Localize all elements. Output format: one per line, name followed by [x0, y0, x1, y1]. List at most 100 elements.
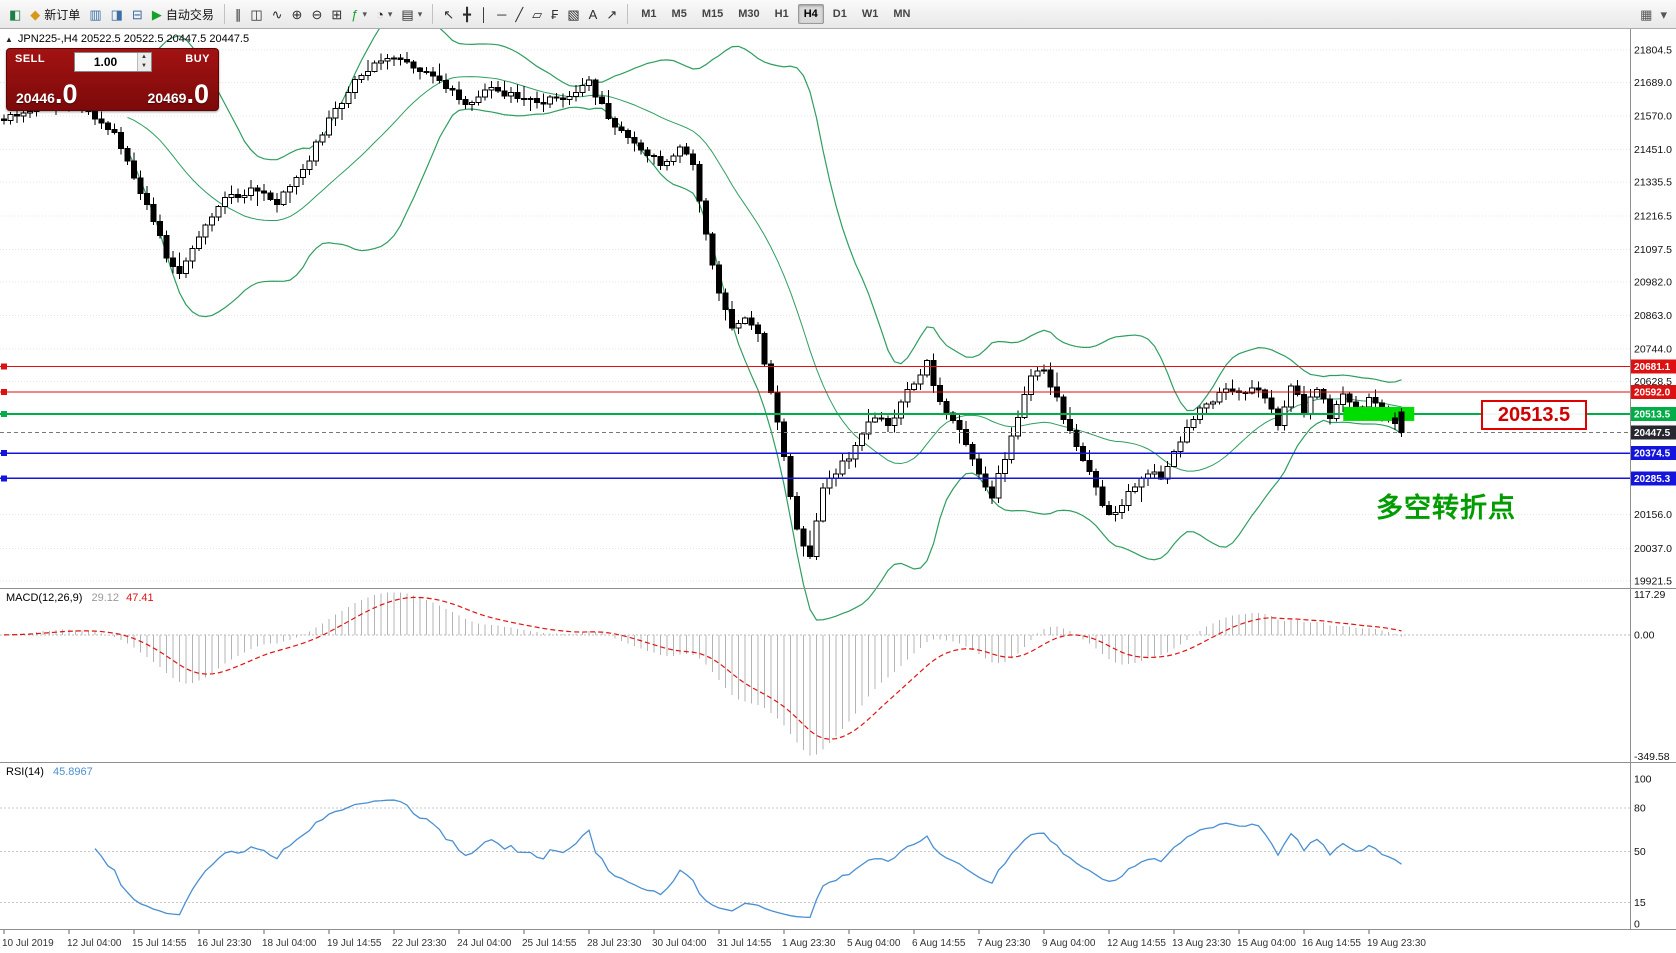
buy-price[interactable]: 20469.0 [148, 78, 209, 109]
macd-axis[interactable]: 117.29 0.00 -349.58 [1634, 589, 1670, 763]
macd-histogram[interactable] [4, 592, 1403, 756]
navigator-icon[interactable]: ⊟ [128, 2, 147, 26]
tile-windows-icon[interactable]: ⊞ [327, 2, 346, 26]
volume-up-icon[interactable]: ▲ [137, 53, 151, 62]
macd-signal-line[interactable] [3, 596, 1402, 740]
timeframe-button-m5[interactable]: M5 [671, 8, 687, 20]
candlestick-chart-icon[interactable]: ◫ [246, 2, 266, 26]
horizontal-line-objects[interactable] [0, 363, 1630, 482]
channel-icon[interactable]: ▱ [528, 2, 546, 26]
volume-field: ▲ ▼ [73, 52, 152, 72]
candlesticks [1, 51, 1405, 560]
indicators-button-dropdown-icon: ▾ [362, 8, 368, 19]
svg-text:20744.0: 20744.0 [1634, 343, 1672, 355]
rsi-value: 45.8967 [52, 766, 93, 778]
toolbar-separator [432, 4, 434, 24]
turning-point-annotation[interactable]: 多空转折点 [1376, 493, 1516, 523]
timeframe-button-h1[interactable]: H1 [774, 8, 789, 20]
toolbar-right-group: ▦ ▾ [1636, 2, 1671, 26]
shapes-icon[interactable]: ▧ [563, 2, 583, 26]
text-icon[interactable]: A [585, 2, 602, 26]
svg-text:15 Aug 04:00: 15 Aug 04:00 [1237, 938, 1296, 949]
timeframe-button-h4[interactable]: H4 [797, 4, 824, 24]
arrows-icon[interactable]: ↗ [602, 2, 621, 26]
svg-text:18 Jul 04:00: 18 Jul 04:00 [262, 938, 317, 949]
volume-input[interactable] [74, 53, 137, 71]
timeframe-button-d1[interactable]: D1 [832, 8, 847, 20]
horizontal-line-icon-glyph: ─ [497, 6, 507, 22]
timeframe-button-mn[interactable]: MN [893, 8, 911, 20]
sell-button[interactable]: SELL [15, 53, 46, 65]
svg-text:50: 50 [1634, 846, 1646, 858]
svg-text:20863.0: 20863.0 [1634, 310, 1672, 322]
autotrading-button[interactable]: ▶ 自动交易 [148, 2, 218, 26]
fibonacci-icon[interactable]: ₣ [547, 2, 562, 26]
bollinger-bands-indicator[interactable] [126, 5, 1402, 621]
crosshair-icon[interactable]: ╋ [459, 2, 475, 26]
sell-price[interactable]: 20446.0 [16, 80, 77, 107]
collapse-panel-icon[interactable]: ▲ [5, 34, 13, 44]
timeframe-button-m15[interactable]: M15 [701, 8, 724, 20]
templates-button-glyph: ▤ [401, 6, 414, 22]
svg-text:6 Aug 14:55: 6 Aug 14:55 [912, 938, 966, 949]
trendline-icon[interactable]: ╱ [511, 2, 527, 26]
toolbar-separator [223, 4, 225, 24]
svg-text:28 Jul 23:30: 28 Jul 23:30 [587, 938, 642, 949]
line-chart-icon[interactable]: ∿ [268, 2, 287, 26]
price-axis[interactable]: 21804.5 21689.0 21570.0 21451.0 21335.5 21216… [1634, 45, 1672, 588]
market-watch-icon[interactable]: ▥ [85, 2, 105, 26]
new-chart-icon[interactable]: ▦ [1636, 2, 1656, 26]
rsi-name: RSI(14) [6, 766, 44, 778]
new-order-button[interactable]: ◆ 新订单 [26, 2, 84, 26]
arrows-icon-glyph: ↗ [606, 6, 618, 22]
horizontal-line-icon[interactable]: ─ [493, 2, 510, 26]
svg-text:21451.0: 21451.0 [1634, 144, 1672, 156]
rsi-axis[interactable]: 100 80 50 15 0 [1634, 774, 1652, 931]
periods-button-glyph: ◔ [376, 6, 384, 22]
price-callout-box[interactable]: 20513.5 [1481, 400, 1587, 430]
svg-text:24 Jul 04:00: 24 Jul 04:00 [457, 938, 512, 949]
channel-icon-glyph: ▱ [532, 6, 543, 22]
svg-text:0.00: 0.00 [1634, 629, 1655, 641]
buy-price-pips: .0 [186, 78, 209, 109]
svg-text:12 Aug 14:55: 12 Aug 14:55 [1107, 938, 1166, 949]
data-window-icon[interactable]: ◨ [107, 2, 127, 26]
more-tools-icon[interactable]: ▾ [1656, 2, 1671, 26]
svg-text:21689.0: 21689.0 [1634, 77, 1672, 89]
time-axis[interactable]: 10 Jul 2019 12 Jul 04:00 15 Jul 14:55 16 Ju… [2, 930, 1426, 949]
svg-text:25 Jul 14:55: 25 Jul 14:55 [522, 938, 577, 949]
svg-text:21335.5: 21335.5 [1634, 177, 1672, 189]
svg-text:15 Jul 14:55: 15 Jul 14:55 [132, 938, 187, 949]
periods-button-dropdown-icon: ▾ [387, 8, 393, 19]
vertical-line-icon[interactable]: │ [476, 2, 492, 26]
cursor-icon[interactable]: ↖ [439, 2, 458, 26]
timeframe-button-w1[interactable]: W1 [861, 8, 879, 20]
svg-text:5 Aug 04:00: 5 Aug 04:00 [847, 938, 901, 949]
recent-candles [1392, 407, 1405, 437]
svg-text:19 Jul 14:55: 19 Jul 14:55 [327, 938, 382, 949]
svg-text:13 Aug 23:30: 13 Aug 23:30 [1172, 938, 1231, 949]
shapes-icon-glyph: ▧ [567, 6, 580, 22]
highlight-rectangle-object[interactable] [1343, 406, 1415, 421]
buy-button[interactable]: BUY [185, 53, 210, 65]
periods-button[interactable]: ◔ ▾ [372, 2, 396, 26]
symbol-ohlc-text: JPN225-,H4 20522.5 20522.5 20447.5 20447… [17, 33, 250, 45]
macd-value-main: 29.12 [91, 592, 120, 604]
volume-down-icon[interactable]: ▼ [137, 62, 151, 71]
zoom-out-icon[interactable]: ⊖ [307, 2, 326, 26]
top-toolbar: ◧ ◆ 新订单 ▥ ◨ ⊟ ▶ 自动交易 ∥ ◫ ∿ ⊕ ⊖ ⊞ ƒ ▾ ◔ ▾ ▤ ▾ ↖ ╋ │ ─ ╱ ▱ ₣ ▧ A ↗ M1 M5 M… [0, 0, 1676, 29]
indicators-button[interactable]: ƒ ▾ [347, 2, 371, 26]
svg-text:20592.0: 20592.0 [1634, 387, 1671, 398]
templates-button[interactable]: ▤ ▾ [397, 2, 426, 26]
rsi-line[interactable] [94, 799, 1402, 919]
rsi-label: RSI(14) 45.8967 [6, 766, 93, 778]
timeframe-button-m30[interactable]: M30 [738, 8, 760, 20]
bar-chart-icon[interactable]: ∥ [231, 2, 246, 26]
timeframe-button-m1[interactable]: M1 [641, 8, 657, 20]
svg-text:19 Aug 23:30: 19 Aug 23:30 [1367, 938, 1426, 949]
svg-text:100: 100 [1634, 774, 1652, 786]
zoom-in-icon[interactable]: ⊕ [288, 2, 307, 26]
